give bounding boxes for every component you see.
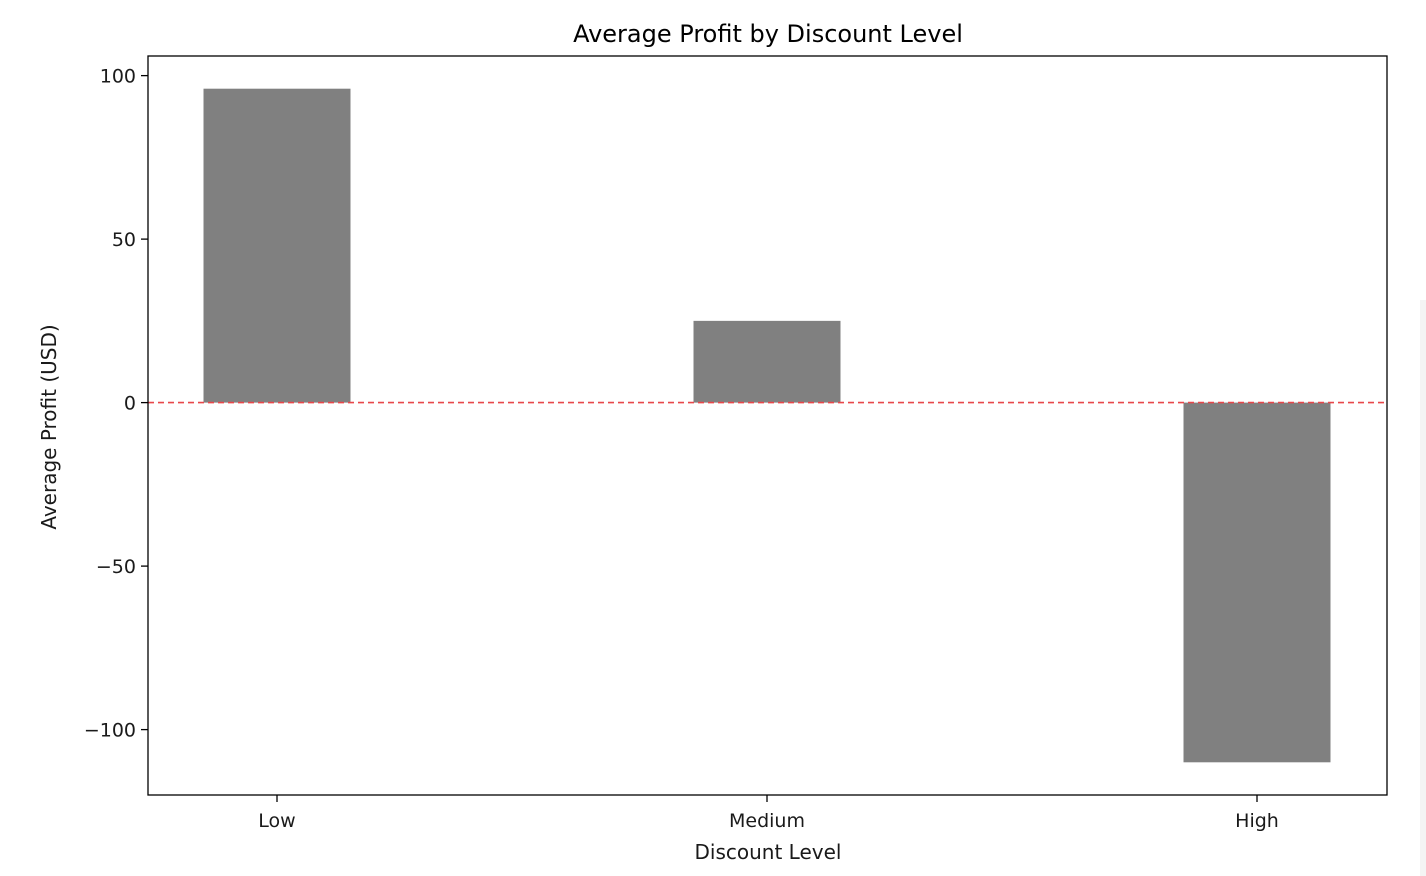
y-tick-label: 100 [100,66,136,88]
bar-medium [693,320,841,403]
x-tick-label: High [1235,810,1279,832]
x-tick-label: Low [258,810,295,832]
y-axis-ticks: 100 50 0 −50 −100 [84,66,148,742]
y-tick-label: 50 [112,229,136,251]
y-axis-label: Average Profit (USD) [37,324,61,529]
x-axis-ticks: Low Medium High [258,795,1279,832]
y-tick-label: −100 [84,720,136,742]
bar-high [1183,402,1331,763]
y-tick-label: −50 [96,556,136,578]
x-tick-label: Medium [729,810,805,832]
bar-low [203,88,351,403]
bars [203,88,1331,763]
x-axis-label: Discount Level [695,840,842,864]
y-tick-label: 0 [124,393,136,415]
window-edge-strip [1420,300,1426,876]
chart-title: Average Profit by Discount Level [573,20,963,48]
